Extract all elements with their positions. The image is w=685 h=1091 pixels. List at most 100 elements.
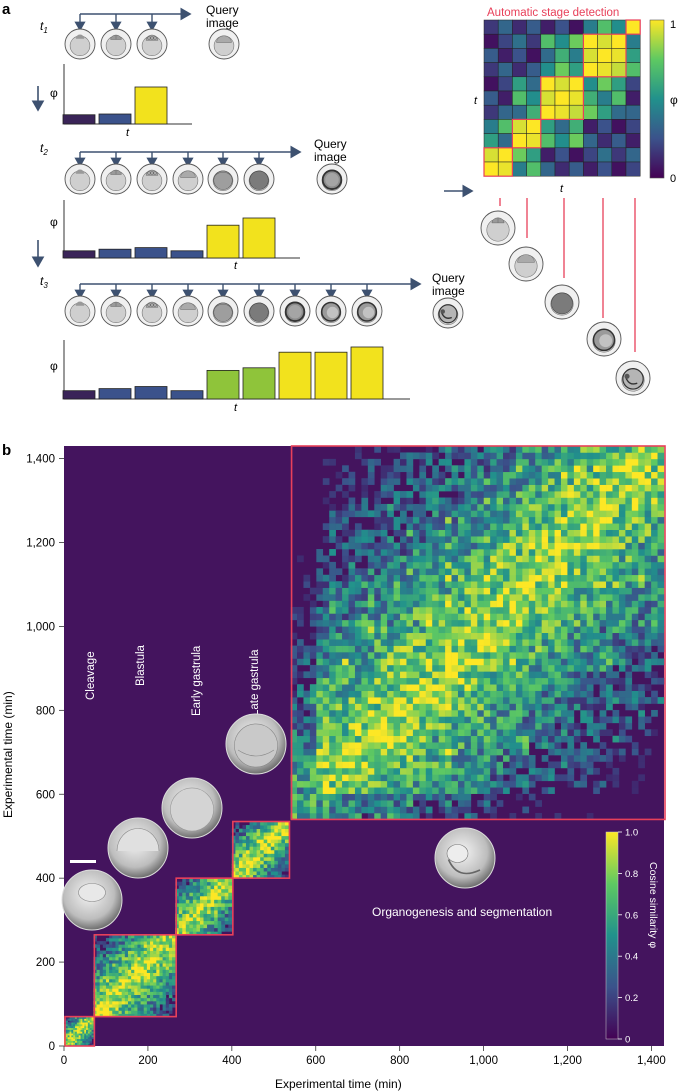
heatmap-cell [335, 658, 343, 666]
y-tick-label: 400 [36, 873, 55, 885]
heatmap-cell [96, 966, 101, 970]
heatmap-cell [573, 690, 581, 698]
heatmap-cell [127, 994, 132, 999]
heatmap-cell [146, 1010, 151, 1014]
heatmap-cell [348, 800, 356, 807]
heatmap-cell [253, 842, 258, 847]
heatmap-cell [303, 735, 311, 743]
heatmap-cell [329, 561, 336, 569]
heatmap-cell [137, 994, 141, 999]
heatmap-cell [593, 446, 600, 453]
heatmap-cell [80, 1042, 83, 1045]
heatmap-cell [631, 536, 639, 543]
heatmap-cell [425, 458, 433, 466]
heatmap-cell [245, 856, 250, 861]
heatmap-cell [127, 978, 132, 983]
heatmap-cell [580, 542, 588, 550]
heatmap-cell [470, 748, 478, 756]
heatmap-cell [316, 780, 324, 788]
heatmap-cell [86, 1020, 89, 1023]
heatmap-cell [593, 755, 600, 762]
heatmap-cell [361, 458, 369, 466]
heatmap-cell [457, 478, 465, 485]
heatmap-cell [657, 613, 665, 621]
heatmap-cell [631, 600, 639, 608]
heatmap-cell [316, 774, 324, 782]
heatmap-cell [477, 800, 485, 807]
heatmap-cell [99, 953, 104, 958]
heatmap-cell [242, 871, 247, 876]
heatmap-cell [393, 652, 401, 659]
heatmap-cell [380, 703, 388, 711]
heatmap-cell [573, 703, 581, 711]
heatmap-cell [438, 658, 446, 666]
heatmap-cell [242, 864, 247, 868]
heatmap-cell [599, 613, 607, 621]
heatmap-cell [361, 619, 369, 627]
heatmap-cell [567, 690, 575, 698]
heatmap-cell [631, 523, 639, 530]
heatmap-cell [606, 697, 613, 704]
heatmap-cell [162, 966, 167, 970]
heatmap-cell [146, 972, 151, 977]
heatmap-cell [445, 574, 452, 582]
heatmap-cell [406, 529, 414, 537]
heatmap-cell [580, 613, 588, 621]
t3-embryo-6 [243, 295, 275, 327]
y-tick-label: 1,000 [26, 621, 55, 633]
heatmap-cell [599, 471, 607, 479]
heatmap-cell [638, 761, 645, 769]
heatmap-cell [231, 864, 236, 868]
heatmap-cell [599, 465, 607, 473]
heatmap-cell [150, 956, 154, 961]
heatmap-cell [432, 697, 439, 704]
heatmap-cell [644, 497, 652, 505]
x-tick-label: 1,400 [637, 1055, 666, 1067]
heatmap-cell [470, 619, 478, 627]
heatmap-cell [124, 975, 129, 980]
heatmap-cell [483, 529, 491, 537]
heatmap-cell [172, 972, 176, 977]
heatmap-cell [606, 748, 613, 756]
heatmap-cell [657, 632, 665, 640]
heatmap-cell [112, 988, 116, 992]
heatmap-cell [509, 658, 517, 666]
heatmap-cell [348, 619, 356, 627]
heatmap-cell [393, 761, 401, 769]
heatmap-cell [380, 697, 388, 704]
heatmap-cell [335, 471, 343, 479]
heatmap-cell [580, 478, 588, 485]
heatmap-cell [490, 742, 497, 749]
heatmap-cell [644, 542, 652, 550]
heatmap-cell [374, 703, 382, 711]
heatmap-cell [593, 471, 600, 479]
heatmap-cell [121, 994, 126, 999]
heatmap-cell [73, 1029, 76, 1032]
heatmap-cell [124, 969, 129, 973]
heatmap-cell [322, 735, 330, 743]
heatmap-cell [263, 842, 268, 847]
heatmap-cell [322, 632, 330, 640]
heatmap-cell [277, 874, 282, 879]
heatmap-cell [638, 503, 645, 511]
heatmap-cell [657, 446, 665, 453]
heatmap-cell [412, 568, 420, 576]
heatmap-cell [76, 1040, 80, 1043]
heatmap-cell [162, 1010, 167, 1014]
heatmap-cell [541, 491, 549, 498]
heatmap-cell [560, 606, 568, 614]
heatmap-cell [470, 812, 478, 820]
heatmap-cell [548, 606, 555, 614]
heatmap-cell [644, 632, 652, 640]
heatmap-cell [112, 994, 116, 999]
heatmap-cell [316, 664, 324, 672]
heatmap-cell [102, 950, 107, 955]
heatmap-cell [651, 452, 658, 460]
heatmap-cell [354, 761, 362, 769]
heatmap-cell [168, 969, 173, 973]
heatmap-cell [367, 800, 375, 807]
heatmap-cell [599, 452, 607, 460]
heatmap-cell [270, 867, 275, 872]
y-tick-label: 600 [36, 789, 55, 801]
heatmap-cell [580, 677, 588, 685]
